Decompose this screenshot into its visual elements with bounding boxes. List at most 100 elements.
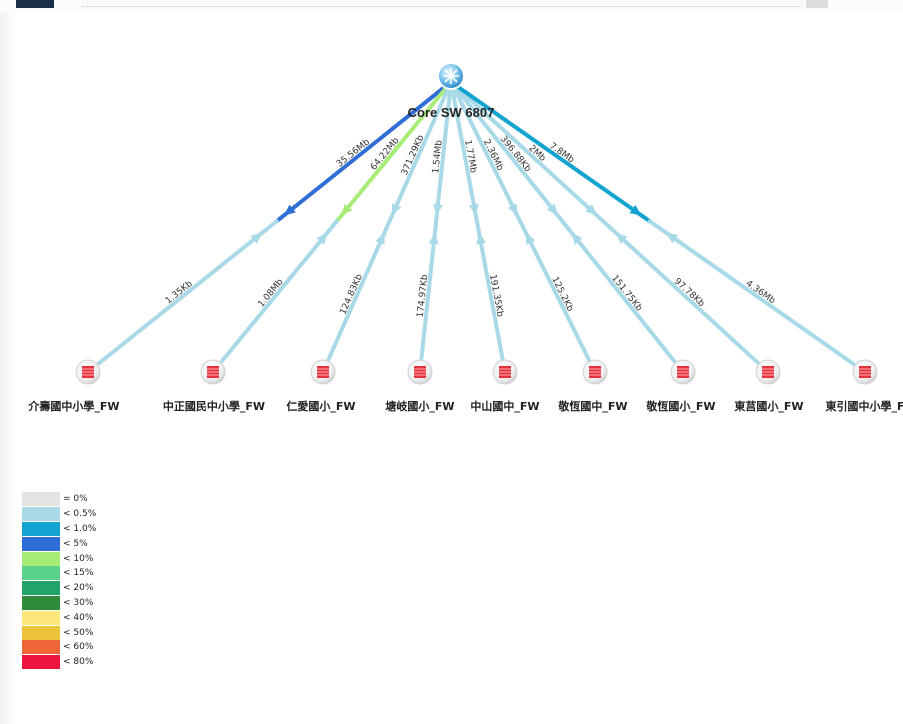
firewall-node-2[interactable]: 中正國民中小學_FW: [163, 359, 265, 413]
legend-row: < 0.5%: [22, 507, 96, 522]
legend-swatch: [22, 610, 60, 625]
legend-swatch: [22, 566, 60, 581]
menu-button-icon[interactable]: [806, 0, 828, 8]
firewall-node-4[interactable]: 塘岐國小_FW: [385, 359, 455, 413]
legend-swatch: [22, 521, 60, 536]
flow-arrow-head: [585, 204, 597, 216]
downlink-rate-label: 174.97Kb: [416, 274, 431, 318]
flow-arrow-head: [432, 203, 443, 216]
legend-row: < 1.0%: [22, 521, 97, 537]
flow-arrow-head: [250, 232, 263, 244]
firewall-node-8[interactable]: 東莒國小_FW: [734, 359, 804, 413]
legend-row: < 40%: [22, 610, 96, 625]
uplink-segment[interactable]: [434, 80, 453, 224]
node-label: 敬恆國小_FW: [645, 399, 715, 413]
uplink-segment[interactable]: [449, 80, 652, 224]
left-edge-shadow: [0, 12, 18, 724]
downlink-rate-label: 1.08Mb: [257, 277, 286, 309]
legend-label: = 0%: [63, 494, 88, 505]
uplink-rate-label: 35.56Mb: [335, 137, 372, 169]
node-label: 東引國中小學_F: [825, 399, 903, 413]
node-label: 塘岐國小_FW: [385, 399, 454, 413]
downlink-segment[interactable]: [518, 219, 591, 362]
flow-arrow-head: [391, 203, 402, 216]
top-toolbar: [0, 0, 903, 12]
node-label: 仁愛國小_FW: [286, 399, 355, 413]
node-label: 敬恆國中_FW: [557, 399, 627, 413]
uplink-rate-label: 1.54Mb: [431, 139, 445, 174]
flow-arrow-head: [525, 232, 536, 245]
root-node-label: Core SW 6807: [408, 105, 495, 120]
firewall-node-7[interactable]: 敬恆國小_FW: [645, 359, 716, 413]
legend-swatch: [22, 507, 60, 522]
legend-label: < 60%: [63, 642, 94, 653]
firewall-node-3[interactable]: 仁愛國小_FW: [286, 359, 356, 413]
uplink-segment[interactable]: [449, 80, 479, 224]
legend-swatch: [22, 595, 60, 610]
uplink-segment[interactable]: [449, 80, 565, 224]
flow-arrow-head: [428, 232, 439, 245]
downlink-rate-label: 97.78Kb: [672, 277, 707, 310]
downlink-segment[interactable]: [647, 219, 856, 366]
legend-label: < 5%: [63, 538, 88, 549]
downlink-segment[interactable]: [326, 219, 392, 362]
node-label: 介壽國中小學_FW: [27, 399, 119, 413]
firewall-node-6[interactable]: 敬恆國中_FW: [557, 359, 628, 413]
node-label: 中山國中_FW: [470, 399, 539, 413]
downlink-segment[interactable]: [219, 219, 339, 364]
uplink-segment[interactable]: [449, 80, 523, 224]
legend-row: < 5%: [22, 536, 96, 551]
legend-swatch: [22, 536, 60, 551]
downlink-segment[interactable]: [419, 219, 439, 361]
flow-arrow-head: [476, 232, 487, 245]
uplink-segment[interactable]: [274, 80, 453, 224]
uplink-segment[interactable]: [449, 80, 606, 224]
flow-arrow-head: [615, 232, 628, 244]
legend-row: < 30%: [22, 595, 96, 611]
legend-row: < 20%: [22, 581, 96, 596]
node-label: 東莒國小_FW: [734, 399, 803, 413]
node-label: 中正國民中小學_FW: [163, 399, 265, 413]
switch-arrows-glyph: [443, 68, 459, 84]
legend-row: < 15%: [22, 566, 96, 581]
downlink-segment[interactable]: [560, 219, 677, 364]
legend-label: < 10%: [63, 553, 94, 564]
flow-arrow-head: [341, 203, 353, 216]
uplink-segment[interactable]: [387, 80, 453, 224]
firewall-node-5[interactable]: 中山國中_FW: [470, 359, 540, 413]
downlink-rate-label: 151.75Kb: [609, 274, 644, 314]
legend-label: < 15%: [63, 568, 94, 579]
uplink-segment[interactable]: [334, 80, 453, 224]
legend-label: < 30%: [63, 597, 94, 608]
legend-label: < 1.0%: [63, 523, 97, 534]
firewall-node-9[interactable]: 東引國中小學_F: [825, 359, 903, 413]
links-layer: 35.56Mb1.35Kb64.22Mb1.08Mb371.29Kb124.83…: [96, 80, 856, 366]
legend-swatch: [22, 492, 60, 507]
search-field[interactable]: [82, 0, 802, 7]
downlink-segment[interactable]: [96, 219, 279, 366]
flow-arrow-head: [468, 203, 479, 216]
downlink-segment[interactable]: [474, 219, 505, 361]
legend-swatch: [22, 625, 60, 640]
flow-arrow-head: [375, 232, 385, 245]
app-logo-icon[interactable]: [16, 0, 54, 8]
downlink-segment[interactable]: [601, 219, 760, 365]
firewall-node-1[interactable]: 介壽國中小學_FW: [27, 359, 120, 413]
legend-swatch: [22, 551, 60, 566]
flow-arrow-head: [316, 232, 328, 245]
legend-row: < 50%: [22, 625, 96, 640]
flow-arrow-head: [571, 232, 583, 245]
flow-arrow-head: [546, 203, 558, 216]
link-4[interactable]: 1.54Mb 174.97Kb: [416, 80, 453, 361]
legend-swatch: [22, 655, 60, 670]
core-switch-node[interactable]: Core SW 6807: [408, 62, 495, 120]
legend-row: < 80%: [22, 655, 96, 670]
